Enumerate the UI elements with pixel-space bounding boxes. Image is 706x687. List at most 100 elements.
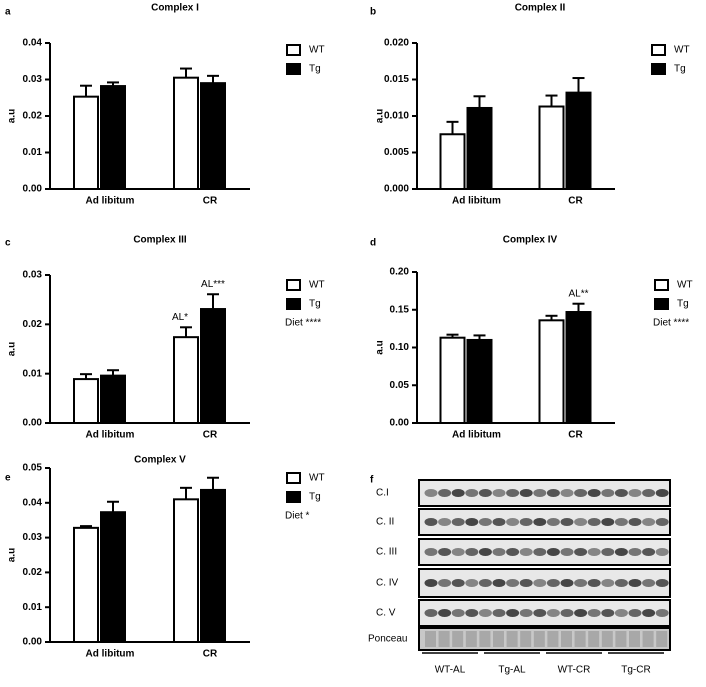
band (451, 518, 465, 526)
x-tick-label: Ad libitum (86, 649, 135, 660)
band (655, 518, 669, 526)
band (574, 489, 588, 497)
band (560, 489, 574, 497)
x-tick-label: Ad libitum (86, 430, 135, 441)
x-tick-label: Ad libitum (86, 196, 135, 207)
bar (200, 308, 226, 425)
band (655, 489, 669, 497)
y-tick-label: 0.00 (390, 418, 410, 429)
y-axis-label: a.u (375, 340, 386, 354)
group-label: WT-CR (558, 665, 591, 676)
significance-label: AL* (172, 312, 188, 323)
legend-label: Tg (677, 299, 689, 310)
band (642, 631, 654, 647)
band (451, 609, 465, 617)
band (438, 579, 452, 587)
chart-title: Complex II (515, 3, 566, 14)
group-label: WT-AL (435, 665, 466, 676)
y-tick-label: 0.010 (384, 111, 409, 122)
band (574, 548, 588, 556)
band (533, 609, 547, 617)
legend-swatch (651, 63, 666, 75)
band (561, 631, 572, 647)
band (601, 548, 615, 556)
legend-note: Diet **** (653, 318, 689, 329)
band (424, 609, 438, 617)
band (465, 579, 479, 587)
band (492, 548, 506, 556)
x-tick-label: Ad libitum (452, 430, 501, 441)
legend-note: Diet * (285, 511, 310, 522)
chart-title: Complex IV (503, 235, 558, 246)
band (533, 579, 547, 587)
x-tick-label: CR (203, 430, 218, 441)
band (478, 579, 492, 587)
bar (73, 95, 99, 190)
band (642, 489, 656, 497)
legend-swatch (286, 472, 301, 484)
band (506, 631, 518, 647)
band (642, 609, 656, 617)
band (628, 609, 642, 617)
bar (538, 105, 565, 190)
legend-swatch (654, 298, 669, 310)
y-axis-label: a.u (7, 342, 18, 356)
band (533, 489, 547, 497)
band (506, 489, 520, 497)
y-tick-label: 0.02 (23, 319, 43, 330)
legend-note: Diet **** (285, 318, 321, 329)
y-tick-label: 0.005 (384, 147, 409, 158)
band (628, 518, 642, 526)
band (560, 548, 574, 556)
band (614, 518, 628, 526)
band (628, 579, 642, 587)
group-label: Tg-AL (498, 665, 526, 676)
band (533, 631, 545, 647)
band (642, 548, 656, 556)
band (465, 489, 479, 497)
band (465, 631, 477, 647)
band (655, 609, 669, 617)
band (519, 579, 533, 587)
y-tick-label: 0.01 (23, 147, 43, 158)
band (614, 609, 628, 617)
band (451, 548, 465, 556)
band (601, 489, 615, 497)
band (615, 631, 627, 647)
y-tick-label: 0.01 (23, 602, 43, 613)
y-tick-label: 0.020 (384, 38, 409, 49)
band (492, 609, 506, 617)
y-tick-label: 0.05 (23, 463, 43, 474)
y-tick-label: 0.03 (23, 74, 43, 85)
bar (200, 82, 226, 190)
band (438, 548, 452, 556)
legend-swatch (286, 63, 301, 75)
bar (100, 511, 126, 643)
group-label: Tg-CR (621, 665, 650, 676)
legend-swatch (286, 44, 301, 56)
row-label: C. II (376, 517, 394, 528)
band (614, 548, 628, 556)
band (519, 518, 533, 526)
band (492, 518, 506, 526)
band (642, 579, 656, 587)
legend-swatch (651, 44, 666, 56)
row-label: C. V (376, 608, 396, 619)
band (546, 518, 560, 526)
band (560, 609, 574, 617)
band (546, 489, 560, 497)
x-tick-label: Ad libitum (452, 196, 501, 207)
bar (565, 91, 592, 190)
band (438, 489, 452, 497)
bar (100, 374, 126, 425)
band (492, 579, 506, 587)
band (519, 548, 533, 556)
legend-label: WT (309, 280, 325, 291)
x-tick-label: CR (203, 196, 218, 207)
legend-label: WT (309, 473, 325, 484)
band (574, 579, 588, 587)
legend-label: Tg (309, 64, 321, 75)
band (451, 489, 465, 497)
band (601, 579, 615, 587)
